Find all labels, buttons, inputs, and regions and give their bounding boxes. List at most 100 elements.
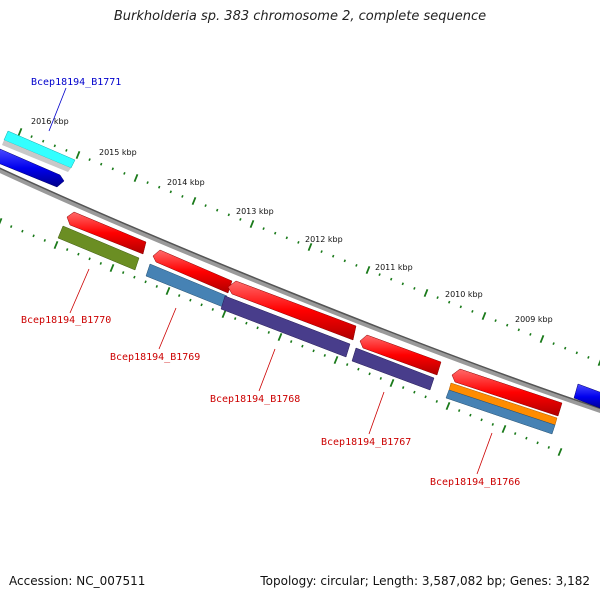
map-title: Burkholderia sp. 383 chromosome 2, compl…	[113, 9, 487, 24]
major-tick	[249, 219, 255, 229]
major-tick	[481, 311, 487, 321]
minor-tick	[211, 307, 214, 311]
minor-tick	[285, 236, 288, 240]
gene-feature-b1771[interactable]	[0, 148, 65, 188]
minor-tick	[401, 282, 404, 286]
gene-feature-b1769[interactable]	[152, 249, 233, 294]
major-tick	[221, 309, 227, 319]
minor-tick	[169, 190, 172, 194]
genome-summary-text: Topology: circular; Length: 3,587,082 bp…	[260, 574, 590, 588]
gene-feature-b1767[interactable]	[359, 334, 442, 376]
leader-line-b1771	[48, 87, 67, 132]
minor-tick	[122, 271, 125, 275]
minor-tick	[355, 263, 358, 267]
minor-tick	[552, 342, 555, 346]
minor-tick	[100, 162, 103, 166]
major-tick	[191, 196, 197, 206]
minor-tick	[378, 273, 381, 277]
minor-tick	[368, 372, 371, 376]
minor-tick	[32, 234, 35, 238]
minor-tick	[43, 238, 46, 242]
minor-tick	[301, 344, 304, 348]
minor-tick	[77, 252, 80, 256]
minor-tick	[88, 158, 91, 162]
label-leaders	[48, 87, 493, 475]
minor-tick	[274, 231, 277, 235]
minor-tick	[133, 275, 136, 279]
outer-tick-ring	[17, 127, 600, 367]
minor-tick	[216, 208, 219, 212]
minor-tick	[227, 213, 230, 217]
minor-tick	[390, 277, 393, 281]
minor-tick	[99, 261, 102, 265]
gene-labels: Bcep18194_B1771 Bcep18194_B1770 Bcep1819…	[21, 77, 520, 488]
gene-feature-b1770[interactable]	[66, 211, 147, 255]
major-tick	[389, 378, 395, 388]
minor-tick	[346, 363, 349, 367]
minor-tick	[178, 294, 181, 298]
cog-band-slateblue	[220, 295, 351, 358]
minor-tick	[536, 441, 539, 445]
gene-label-b1767[interactable]: Bcep18194_B1767	[321, 437, 411, 448]
leader-line-b1770	[69, 268, 90, 314]
cog-band-steelblue	[445, 389, 556, 435]
tick-label: 2015 kbp	[99, 148, 137, 157]
major-tick	[557, 447, 563, 457]
major-tick	[597, 359, 600, 367]
major-tick	[75, 150, 81, 160]
major-tick	[365, 265, 371, 275]
leader-line-b1769	[158, 307, 177, 350]
major-tick	[501, 424, 507, 434]
minor-tick	[189, 298, 192, 302]
gene-label-b1769[interactable]: Bcep18194_B1769	[110, 352, 200, 363]
minor-tick	[471, 309, 474, 313]
minor-tick	[435, 399, 438, 403]
leader-line-b1767	[368, 391, 385, 435]
major-tick	[539, 334, 545, 344]
major-tick	[445, 401, 451, 411]
minor-tick	[155, 284, 158, 288]
minor-tick	[564, 346, 567, 350]
minor-tick	[436, 296, 439, 300]
leader-line-b1766	[476, 432, 493, 475]
minor-tick	[88, 257, 91, 261]
minor-tick	[424, 395, 427, 399]
minor-tick	[494, 319, 497, 323]
tick-label: 2010 kbp	[445, 290, 483, 299]
gene-label-b1770[interactable]: Bcep18194_B1770	[21, 315, 111, 326]
minor-tick	[123, 171, 126, 175]
cog-band-shadow	[2, 140, 71, 172]
tick-label: 2011 kbp	[375, 263, 413, 272]
gene-label-b1768[interactable]: Bcep18194_B1768	[210, 394, 300, 405]
minor-tick	[245, 321, 248, 325]
tick-label: 2016 kbp	[31, 117, 69, 126]
gene-feature-b1766[interactable]	[451, 368, 563, 417]
leader-line-b1768	[258, 348, 276, 392]
minor-tick	[111, 167, 114, 171]
minor-tick	[181, 194, 184, 198]
major-tick	[0, 217, 3, 225]
minor-tick	[517, 328, 520, 332]
minor-tick	[144, 280, 147, 284]
minor-tick	[21, 229, 24, 233]
minor-tick	[65, 148, 68, 152]
minor-tick	[204, 204, 207, 208]
gene-feature-right-edge[interactable]	[573, 383, 600, 410]
minor-tick	[379, 376, 382, 380]
minor-tick	[343, 259, 346, 263]
tick-label: 2009 kbp	[515, 315, 553, 324]
gene-label-b1766[interactable]: Bcep18194_B1766	[430, 477, 520, 488]
forward-strand-features	[0, 130, 600, 410]
gene-feature-b1768[interactable]	[227, 280, 357, 341]
backbone	[0, 167, 600, 413]
gene-label-b1771[interactable]: Bcep18194_B1771	[31, 77, 121, 88]
major-tick	[53, 240, 59, 250]
minor-tick	[402, 386, 405, 390]
minor-tick	[297, 240, 300, 244]
minor-tick	[491, 422, 494, 426]
minor-tick	[239, 217, 242, 221]
tick-label: 2014 kbp	[167, 178, 205, 187]
major-tick	[165, 286, 171, 296]
tick-labels: 2016 kbp 2015 kbp 2014 kbp 2013 kbp 2012…	[31, 117, 553, 324]
minor-tick	[262, 227, 265, 231]
